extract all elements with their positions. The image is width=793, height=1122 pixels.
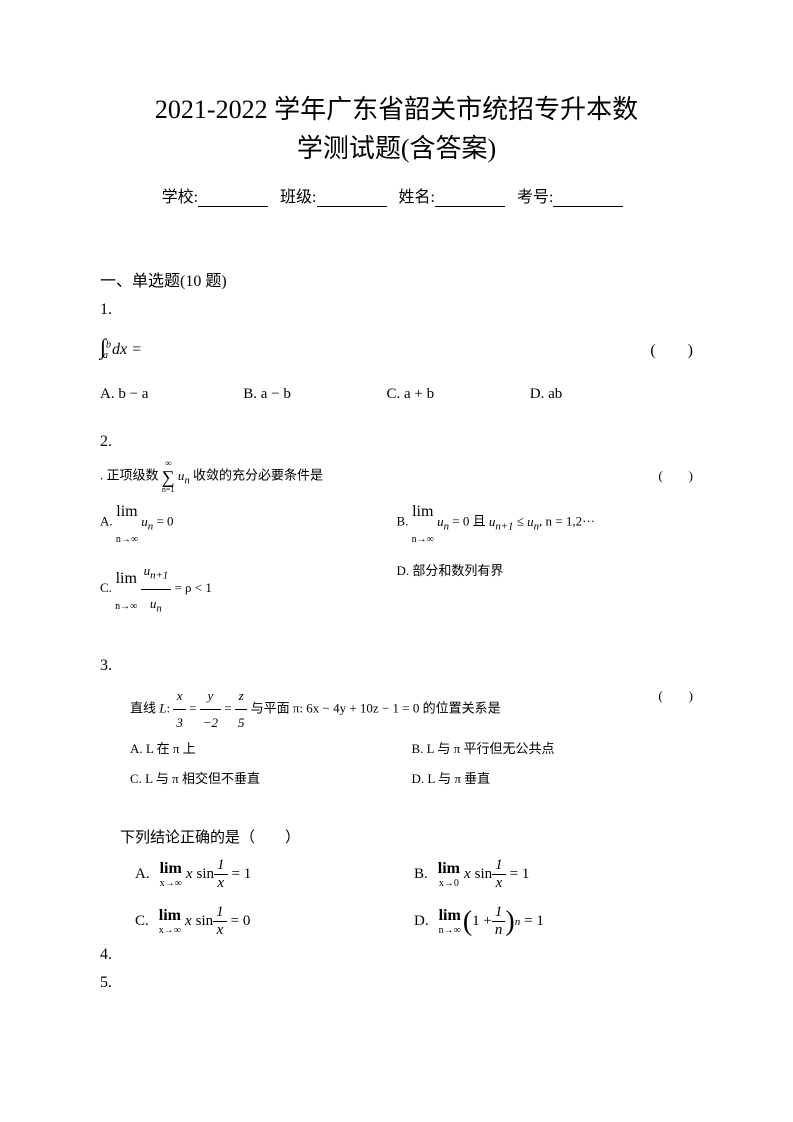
q2-stem-suffix: 收敛的充分必要条件是 [193, 468, 323, 483]
section-header: 一、单选题(10 题) [100, 267, 693, 291]
q2-optC: C. limn→∞ un+1un = ρ < 1 [100, 557, 397, 621]
q4-optC: C. limx→∞ xsin 1x = 0 [135, 904, 414, 939]
q4-optD-eq: = 1 [524, 913, 544, 930]
q3-optA: A. L 在 π 上 [130, 736, 412, 762]
q4-content: 下列结论正确的是（ ） A. limx→∞ xsin 1x = 1 B. lim… [100, 826, 693, 951]
q4-optB-label: B. [414, 866, 428, 883]
q5-number: 5. [100, 974, 693, 992]
q3-number: 3. [100, 657, 693, 675]
q3-options: A. L 在 π 上 B. L 与 π 平行但无公共点 C. L 与 π 相交但… [130, 736, 693, 796]
q3-optC: C. L 与 π 相交但不垂直 [130, 766, 412, 792]
q1-integral: ∫ba dx = [100, 334, 142, 361]
q4-optA-eq: = 1 [232, 866, 252, 883]
class-blank[interactable] [317, 189, 387, 207]
question-4: 下列结论正确的是（ ） A. limx→∞ xsin 1x = 1 B. lim… [100, 826, 693, 964]
q2-content: . 正项级数 ∞ ∑ n=1 un 收敛的充分必要条件是 ( ) A. limn… [100, 459, 693, 627]
q2-stem-row: . 正项级数 ∞ ∑ n=1 un 收敛的充分必要条件是 ( ) [100, 459, 693, 494]
q2-optD: D. 部分和数列有界 [397, 557, 694, 621]
q3-optD: D. L 与 π 垂直 [412, 766, 694, 792]
q1-expression-row: ∫ba dx = ( ) [100, 334, 693, 361]
q4-number: 4. [100, 946, 693, 964]
q1-optC: C. a + b [387, 386, 530, 403]
q2-stem: . 正项级数 ∞ ∑ n=1 un 收敛的充分必要条件是 [100, 459, 323, 494]
q3-paren: ( ) [658, 683, 693, 736]
q3-content: 直线 L: x3 = y−2 = z5 与平面 π: 6x − 4y + 10z… [100, 683, 693, 796]
title-line1: 2021-2022 学年广东省韶关市统招专升本数 [100, 90, 693, 129]
info-line: 学校: 班级: 姓名: 考号: [100, 183, 693, 207]
q1-optB: B. a − b [243, 386, 386, 403]
q4-optB-eq: = 1 [510, 866, 530, 883]
q2-paren: ( ) [658, 462, 693, 491]
class-label: 班级: [280, 189, 316, 206]
q2-number: 2. [100, 433, 693, 451]
school-label: 学校: [162, 189, 198, 206]
q3-optB: B. L 与 π 平行但无公共点 [412, 736, 694, 762]
exam-blank[interactable] [553, 189, 623, 207]
q4-optD: D. limn→∞ ( 1 + 1n )n = 1 [414, 904, 693, 939]
q3-stem-row: 直线 L: x3 = y−2 = z5 与平面 π: 6x − 4y + 10z… [130, 683, 693, 736]
title-line2: 学测试题(含答案) [100, 129, 693, 168]
q4-optB: B. limx→0 xsin 1x = 1 [414, 857, 693, 892]
question-2: 2. . 正项级数 ∞ ∑ n=1 un 收敛的充分必要条件是 ( ) A. l… [100, 433, 693, 627]
question-3: 3. 直线 L: x3 = y−2 = z5 与平面 π: 6x − 4y + … [100, 657, 693, 796]
q2-stem-prefix: . 正项级数 [100, 468, 159, 483]
q4-optD-one: 1 + [472, 913, 492, 930]
q2-options: A. limn→∞ un = 0 B. limn→∞ un = 0 且 un+1… [100, 494, 693, 627]
q4-optA: A. limx→∞ xsin 1x = 1 [135, 857, 414, 892]
q1-options: A. b − a B. a − b C. a + b D. ab [100, 386, 693, 403]
name-blank[interactable] [435, 189, 505, 207]
q1-optA: A. b − a [100, 386, 243, 403]
q4-optC-eq: = 0 [231, 913, 251, 930]
q4-optA-label: A. [135, 866, 150, 883]
q4-optC-label: C. [135, 913, 149, 930]
q2-optA: A. limn→∞ un = 0 [100, 494, 397, 551]
question-5: 5. [100, 974, 693, 992]
exam-title: 2021-2022 学年广东省韶关市统招专升本数 学测试题(含答案) [100, 90, 693, 168]
q1-optD: D. ab [530, 386, 673, 403]
q4-options: A. limx→∞ xsin 1x = 1 B. limx→0 xsin 1x … [120, 857, 693, 951]
q2-optB: B. limn→∞ un = 0 且 un+1 ≤ un, n = 1,2··· [397, 494, 694, 551]
q2-optC-suffix: = ρ < 1 [174, 580, 211, 595]
sigma-icon: ∞ ∑ n=1 [162, 459, 175, 494]
exam-label: 考号: [517, 189, 553, 206]
q4-optD-label: D. [414, 913, 429, 930]
q1-paren: ( ) [650, 336, 693, 360]
question-1: 1. ∫ba dx = ( ) A. b − a B. a − b C. a +… [100, 301, 693, 403]
name-label: 姓名: [399, 189, 435, 206]
school-blank[interactable] [198, 189, 268, 207]
q4-stem: 下列结论正确的是（ ） [120, 826, 693, 847]
q1-number: 1. [100, 301, 693, 319]
q3-stem: 直线 L: x3 = y−2 = z5 与平面 π: 6x − 4y + 10z… [130, 683, 501, 736]
